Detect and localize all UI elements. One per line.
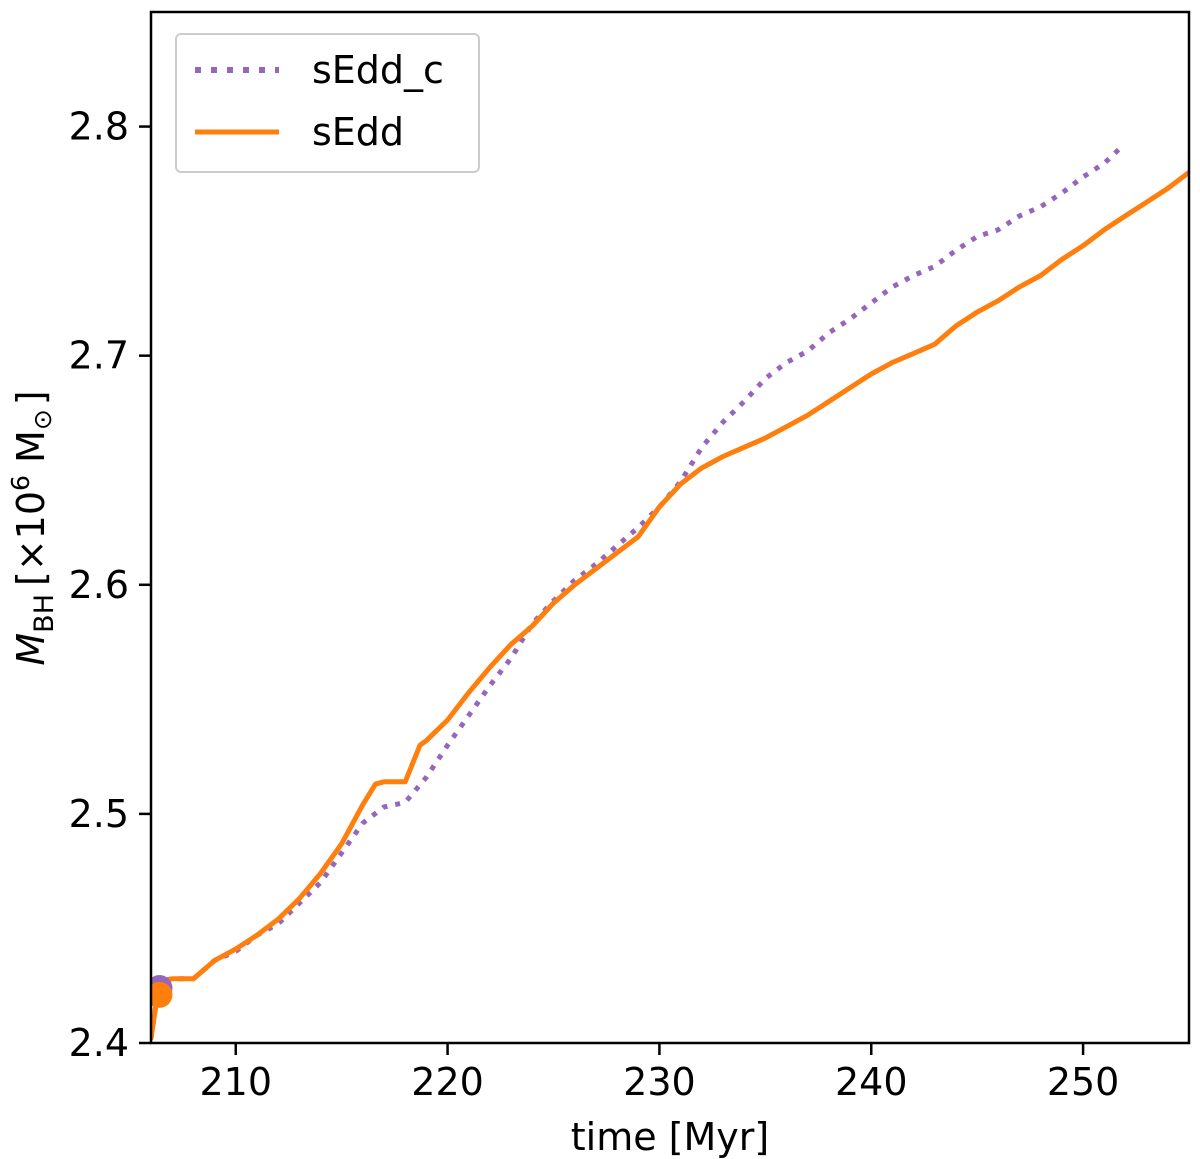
y-axis-unit-sun: ⊙ [28, 409, 57, 430]
y-axis-unit-exponent: 6 [6, 475, 35, 491]
plot-frame [149, 10, 1191, 1045]
y-axis-subscript: BH [29, 594, 60, 633]
svg-text:MBH[×106 M⊙]: MBH[×106 M⊙] [6, 390, 60, 665]
y-tick-label: 2.5 [69, 792, 129, 836]
x-tick-label: 220 [411, 1060, 484, 1104]
y-axis-unit-prefix: [×10 [9, 491, 53, 586]
x-tick-label: 230 [623, 1060, 696, 1104]
x-tick-label: 210 [199, 1060, 272, 1104]
x-tick-label: 250 [1047, 1060, 1120, 1104]
y-tick-label: 2.4 [69, 1021, 129, 1065]
y-tick-label: 2.8 [69, 105, 129, 149]
legend-label-sedd: sEdd [312, 110, 404, 154]
y-axis-unit-close: ] [9, 390, 53, 405]
y-tick-label: 2.7 [69, 334, 129, 378]
y-axis-symbol: M [9, 633, 53, 666]
x-axis-label: time [Myr] [571, 1115, 769, 1159]
y-axis-label: MBH[×106 M⊙] [6, 390, 60, 665]
y-tick-label: 2.6 [69, 563, 129, 607]
y-axis-unit-suffix: M [9, 430, 53, 475]
legend: sEdd_c sEdd [175, 33, 480, 173]
marker-sedd-start [151, 981, 173, 1008]
x-tick-label: 240 [835, 1060, 908, 1104]
legend-frame [175, 33, 480, 173]
series-line-sedd [151, 169, 1189, 1041]
legend-label-sedd-c: sEdd_c [312, 48, 444, 92]
